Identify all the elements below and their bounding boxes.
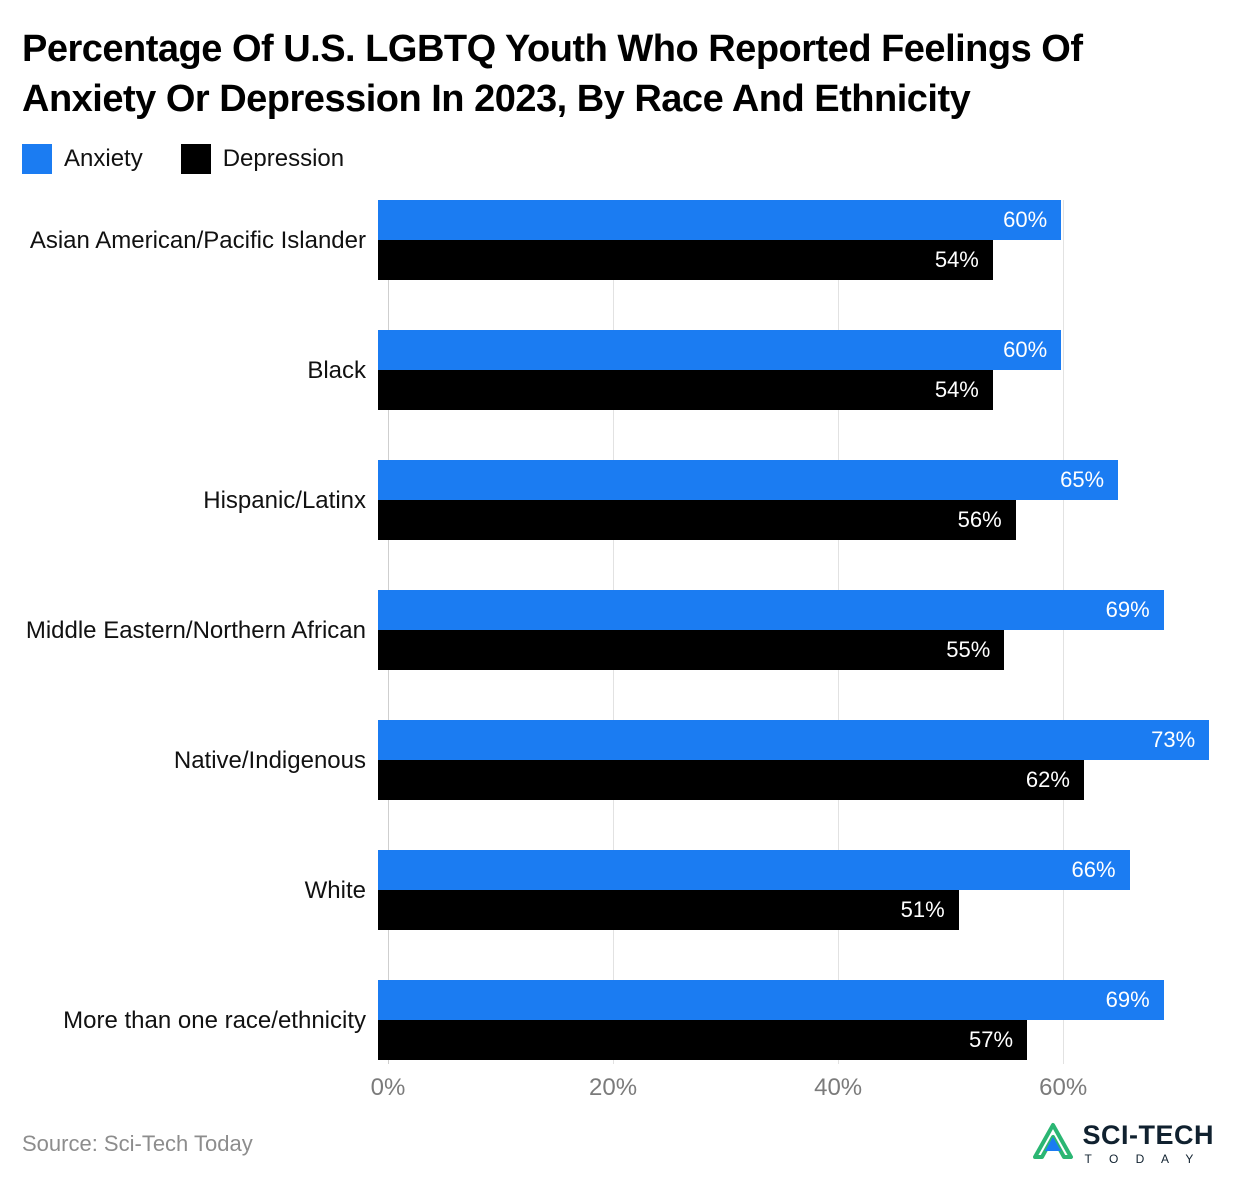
- logo-line1: SCI-TECH: [1082, 1120, 1214, 1150]
- category-label: Native/Indigenous: [173, 746, 366, 774]
- chart-page: Percentage Of U.S. LGBTQ Youth Who Repor…: [0, 28, 1240, 1165]
- x-tick-label: 40%: [814, 1074, 863, 1102]
- legend-item-anxiety: Anxiety: [22, 144, 143, 175]
- bar-value-label: 51%: [900, 897, 945, 923]
- chart-row: Middle Eastern/Northern African 69% 55%: [0, 590, 1240, 720]
- chart-row: Hispanic/Latinx 65% 56%: [0, 460, 1240, 590]
- bar-value-label: 62%: [1025, 767, 1070, 793]
- category-label: More than one race/ethnicity: [63, 1006, 366, 1034]
- category-label: Middle Eastern/Northern African: [25, 616, 366, 644]
- legend: Anxiety Depression: [0, 144, 1240, 175]
- x-tick-label: 60%: [1039, 1074, 1088, 1102]
- bar-value-label: 69%: [1105, 597, 1150, 623]
- bar-group: 60% 54%: [378, 200, 1232, 281]
- bar-value-label: 54%: [934, 247, 979, 273]
- chart-row: Native/Indigenous 73% 62%: [0, 720, 1240, 850]
- anxiety-bar: 69%: [378, 980, 1164, 1021]
- anxiety-bar: 73%: [378, 720, 1210, 761]
- footer: Source: Sci-Tech Today SCI-TECH T O D A …: [0, 1121, 1240, 1166]
- bar-value-label: 69%: [1105, 987, 1150, 1013]
- anxiety-bar: 60%: [378, 330, 1062, 371]
- depression-bar: 55%: [378, 630, 1005, 671]
- chart-title: Percentage Of U.S. LGBTQ Youth Who Repor…: [22, 28, 1083, 121]
- logo-line2: T O D A Y: [1084, 1152, 1201, 1166]
- source-text: Source: Sci-Tech Today: [22, 1130, 253, 1156]
- depression-bar: 54%: [378, 370, 993, 411]
- legend-label-depression: Depression: [222, 145, 345, 173]
- bar-group: 69% 55%: [378, 590, 1232, 671]
- logo-text: SCI-TECH T O D A Y: [1082, 1120, 1215, 1166]
- chart-row: More than one race/ethnicity 69% 57%: [0, 980, 1240, 1064]
- depression-bar: 62%: [378, 760, 1084, 801]
- sci-tech-today-logo: SCI-TECH T O D A Y: [1031, 1121, 1215, 1166]
- category-label: Black: [307, 356, 366, 384]
- anxiety-bar: 69%: [378, 590, 1164, 631]
- bar-value-label: 56%: [957, 507, 1002, 533]
- anxiety-bar: 60%: [378, 200, 1062, 241]
- bar-chart: Asian American/Pacific Islander 60% 54% Bla…: [0, 200, 1240, 1114]
- depression-bar: 56%: [378, 500, 1016, 541]
- bar-group: 65% 56%: [378, 460, 1232, 541]
- bar-value-label: 60%: [1003, 337, 1048, 363]
- category-label: Asian American/Pacific Islander: [29, 226, 366, 254]
- bar-group: 73% 62%: [378, 720, 1232, 801]
- chart-rows: Asian American/Pacific Islander 60% 54% Bla…: [0, 200, 1240, 1064]
- legend-item-depression: Depression: [180, 144, 345, 175]
- chart-row: Asian American/Pacific Islander 60% 54%: [0, 200, 1240, 330]
- chart-row: White 66% 51%: [0, 850, 1240, 980]
- logo-triangle-icon: [1031, 1121, 1075, 1166]
- category-label: Hispanic/Latinx: [203, 486, 366, 514]
- x-tick-label: 0%: [370, 1074, 406, 1102]
- depression-swatch-icon: [180, 144, 211, 175]
- depression-bar: 54%: [378, 240, 993, 281]
- chart-row: Black 60% 54%: [0, 330, 1240, 460]
- depression-bar: 57%: [378, 1020, 1028, 1061]
- anxiety-swatch-icon: [22, 144, 52, 175]
- bar-value-label: 60%: [1003, 207, 1048, 233]
- bar-value-label: 54%: [934, 377, 979, 403]
- x-axis: 0% 20% 40% 60%: [371, 1074, 1232, 1114]
- bar-value-label: 66%: [1071, 857, 1116, 883]
- anxiety-bar: 66%: [378, 850, 1130, 891]
- depression-bar: 51%: [378, 890, 959, 931]
- bar-value-label: 57%: [968, 1027, 1014, 1053]
- bar-value-label: 65%: [1060, 467, 1105, 493]
- legend-label-anxiety: Anxiety: [64, 145, 143, 173]
- x-tick-label: 20%: [589, 1074, 638, 1102]
- anxiety-bar: 65%: [378, 460, 1119, 501]
- bar-value-label: 55%: [946, 637, 991, 663]
- bar-group: 60% 54%: [378, 330, 1232, 411]
- bar-group: 69% 57%: [378, 980, 1232, 1061]
- bar-value-label: 73%: [1151, 727, 1196, 753]
- category-label: White: [304, 876, 366, 904]
- bar-group: 66% 51%: [378, 850, 1232, 931]
